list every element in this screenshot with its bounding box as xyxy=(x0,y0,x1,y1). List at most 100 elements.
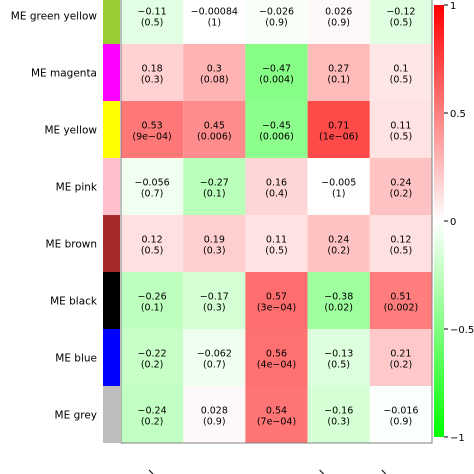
cell-pvalue-label: (0.5) xyxy=(141,246,164,257)
cell-pvalue-label: (0.5) xyxy=(390,18,413,29)
heatmap-cell xyxy=(307,101,370,158)
module-color-swatch xyxy=(103,215,120,272)
cell-pvalue-label: (0.3) xyxy=(327,417,350,428)
cell-correlation-label: 0.18 xyxy=(142,64,163,75)
cell-pvalue-label: (0.02) xyxy=(324,303,353,314)
cell-correlation-label: −0.24 xyxy=(138,406,167,417)
heatmap-cell xyxy=(369,272,432,329)
heatmap-cell xyxy=(183,0,246,44)
cell-pvalue-label: (0.3) xyxy=(141,75,164,86)
heatmap-cell xyxy=(307,386,370,443)
plot-frame xyxy=(120,0,433,444)
cell-correlation-label: −0.26 xyxy=(138,292,167,303)
bottom-axis-fragments xyxy=(148,469,387,474)
cell-correlation-label: 0.026 xyxy=(325,7,352,18)
heatmap-cell xyxy=(245,101,308,158)
cell-correlation-label: 0.11 xyxy=(390,121,411,132)
heatmap-cell xyxy=(245,215,308,272)
heatmap-cell xyxy=(183,215,246,272)
cell-correlation-label: −0.056 xyxy=(135,178,170,189)
heatmap-cell xyxy=(121,329,184,386)
row-labels: ME green yellow ME magenta ME yellow ME pin… xyxy=(11,11,98,422)
cell-correlation-label: −0.13 xyxy=(324,349,353,360)
cell-pvalue-label: (0.08) xyxy=(200,75,229,86)
row-label: ME black xyxy=(50,296,98,308)
cell-pvalue-label: (0.1) xyxy=(203,189,226,200)
heatmap-cell xyxy=(183,101,246,158)
cell-pvalue-label: (1) xyxy=(208,18,221,29)
cell-correlation-label: 0.16 xyxy=(266,178,287,189)
cell-pvalue-label: (0.2) xyxy=(390,189,413,200)
cell-pvalue-label: (0.006) xyxy=(197,132,232,143)
heatmap-cell xyxy=(307,0,370,44)
cell-correlation-label: 0.12 xyxy=(390,235,411,246)
colorbar-tick-label: 0.5 xyxy=(450,109,466,120)
cell-pvalue-label: (0.9) xyxy=(390,417,413,428)
heatmap-cell xyxy=(307,215,370,272)
cell-correlation-label: 0.028 xyxy=(201,406,228,417)
row-label: ME magenta xyxy=(31,68,97,80)
row-label: ME green yellow xyxy=(11,11,98,23)
heatmap-cells: −0.11(0.5)−0.00084(1)−0.026(0.9)0.026(0.… xyxy=(121,0,432,443)
heatmap-cell xyxy=(369,158,432,215)
row-label: ME blue xyxy=(55,353,97,365)
cell-pvalue-label: (0.5) xyxy=(265,246,288,257)
heatmap-cell xyxy=(245,386,308,443)
cell-correlation-label: 0.54 xyxy=(266,406,287,417)
cell-pvalue-label: (0.5) xyxy=(141,18,164,29)
heatmap-cell xyxy=(307,44,370,101)
colorbar-tick-label: 1 xyxy=(450,1,456,12)
heatmap-cell xyxy=(245,329,308,386)
heatmap-cell xyxy=(183,158,246,215)
cell-pvalue-label: (0.2) xyxy=(390,360,413,371)
heatmap-cell xyxy=(307,158,370,215)
cell-pvalue-label: (0.5) xyxy=(327,360,350,371)
heatmap-cell xyxy=(369,215,432,272)
cell-correlation-label: 0.56 xyxy=(266,349,287,360)
heatmap-cell xyxy=(121,158,184,215)
heatmap-cell xyxy=(183,44,246,101)
cell-pvalue-label: (0.2) xyxy=(141,417,164,428)
cell-correlation-label: 0.19 xyxy=(204,235,225,246)
cropped-axis-label-fragment xyxy=(148,469,154,474)
cell-correlation-label: 0.27 xyxy=(328,64,349,75)
cell-pvalue-label: (1e−06) xyxy=(319,132,358,143)
cell-correlation-label: 0.45 xyxy=(204,121,225,132)
heatmap-cell xyxy=(121,0,184,44)
colorbar-tick-label: −0.5 xyxy=(450,325,474,336)
cell-pvalue-label: (0.5) xyxy=(390,132,413,143)
cell-pvalue-label: (4e−04) xyxy=(257,360,296,371)
cell-pvalue-label: (3e−04) xyxy=(257,303,296,314)
cell-correlation-label: −0.22 xyxy=(138,349,167,360)
cell-correlation-label: −0.17 xyxy=(200,292,229,303)
cell-pvalue-label: (0.2) xyxy=(327,246,350,257)
colorbar-tick-label: −1 xyxy=(450,433,465,444)
heatmap-cell xyxy=(245,158,308,215)
cell-pvalue-label: (0.004) xyxy=(259,75,294,86)
module-color-swatch xyxy=(103,329,120,386)
cell-pvalue-label: (1) xyxy=(332,189,345,200)
cell-pvalue-label: (0.5) xyxy=(390,75,413,86)
cell-correlation-label: 0.53 xyxy=(142,121,163,132)
cropped-axis-label-fragment xyxy=(381,469,387,474)
cell-correlation-label: −0.45 xyxy=(262,121,291,132)
cell-pvalue-label: (0.9) xyxy=(265,18,288,29)
cell-correlation-label: 0.71 xyxy=(328,121,349,132)
heatmap-cell xyxy=(369,0,432,44)
row-label: ME grey xyxy=(55,410,97,422)
row-label: ME yellow xyxy=(44,125,97,137)
cell-correlation-label: 0.11 xyxy=(266,235,287,246)
cell-pvalue-label: (0.002) xyxy=(384,303,419,314)
heatmap-cell xyxy=(245,0,308,44)
cell-pvalue-label: (0.3) xyxy=(203,246,226,257)
cell-pvalue-label: (0.3) xyxy=(203,303,226,314)
cell-correlation-label: −0.38 xyxy=(324,292,353,303)
cell-pvalue-label: (0.7) xyxy=(203,360,226,371)
heatmap-cell xyxy=(369,44,432,101)
cell-correlation-label: −0.016 xyxy=(383,406,418,417)
heatmap-cell xyxy=(245,272,308,329)
cell-correlation-label: −0.005 xyxy=(321,178,356,189)
heatmap-cell xyxy=(121,215,184,272)
cell-pvalue-label: (9e−04) xyxy=(132,132,171,143)
